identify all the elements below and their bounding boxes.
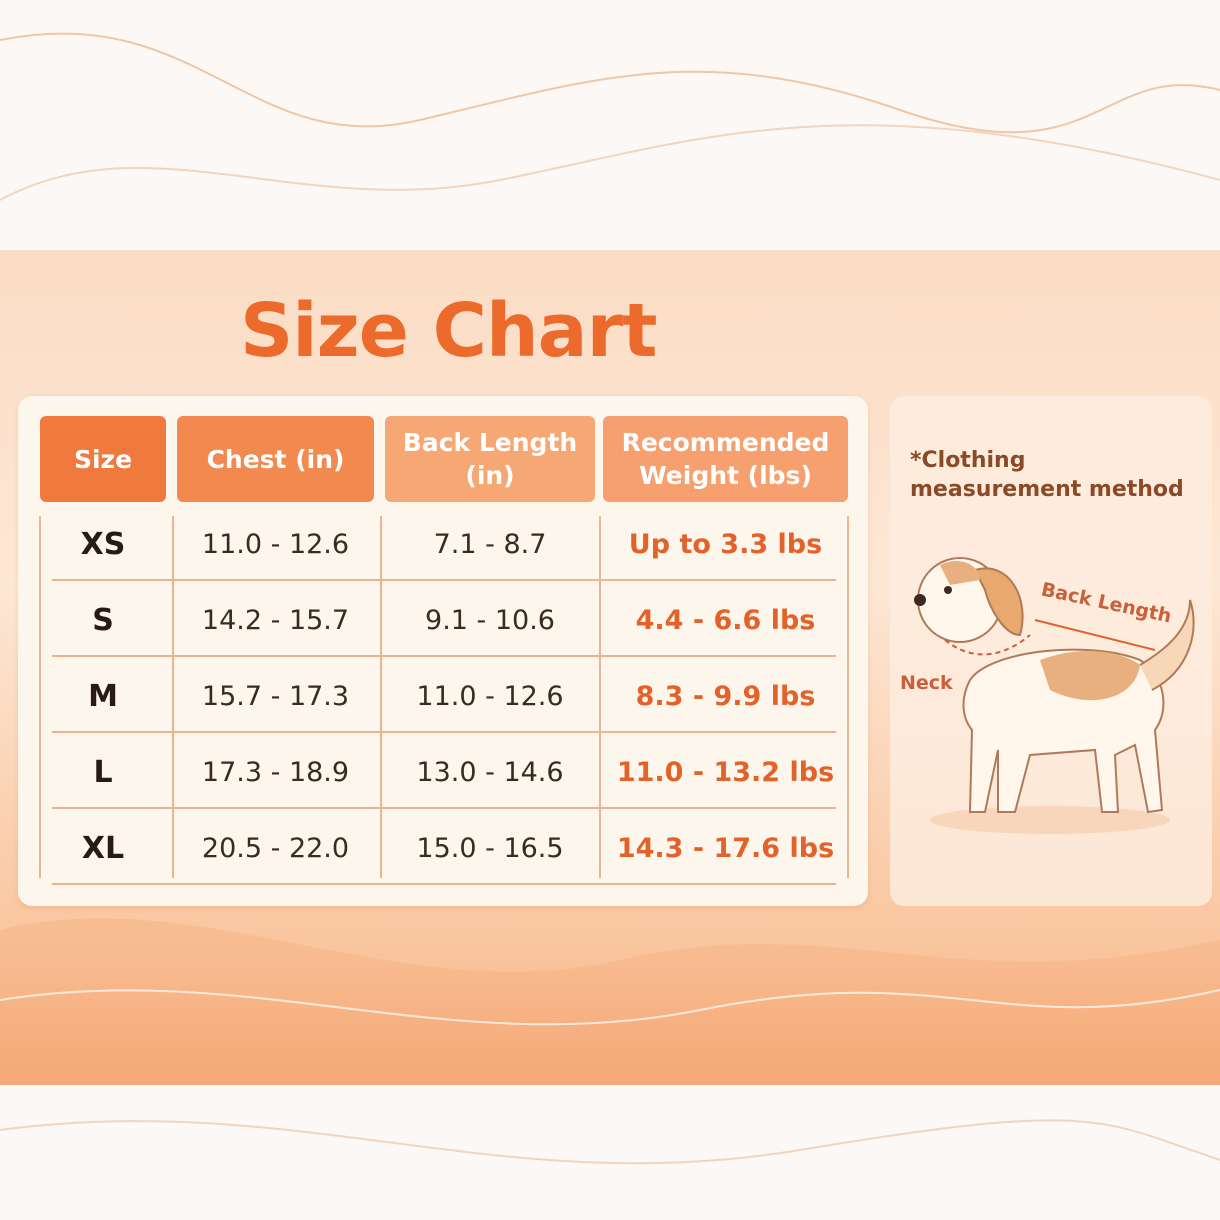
table-cell: S bbox=[92, 602, 114, 638]
table-cell: 14.3 - 17.6 lbs bbox=[616, 832, 835, 864]
table-cell: XL bbox=[81, 830, 125, 866]
table-cell: 11.0 - 13.2 lbs bbox=[616, 756, 835, 788]
title: Size Chart bbox=[240, 288, 657, 374]
table-cell: 20.5 - 22.0 bbox=[201, 832, 350, 864]
measurement-note: *Clothing measurement method bbox=[910, 448, 1184, 502]
table-cell: XS bbox=[80, 526, 126, 562]
table-cell: 17.3 - 18.9 bbox=[201, 756, 350, 788]
table-cell: M bbox=[88, 678, 118, 714]
column-header: Recommended Weight (lbs) bbox=[603, 416, 848, 502]
table-cell: 4.4 - 6.6 lbs bbox=[635, 604, 816, 636]
column-header: Back Length (in) bbox=[385, 416, 595, 502]
column-header: Size bbox=[40, 416, 166, 502]
table-cell: 15.7 - 17.3 bbox=[201, 680, 350, 712]
table-cell: Up to 3.3 lbs bbox=[628, 528, 823, 560]
table-cell: 7.1 - 8.7 bbox=[433, 528, 547, 560]
table-cell: 11.0 - 12.6 bbox=[201, 528, 350, 560]
table-cell: 8.3 - 9.9 lbs bbox=[635, 680, 816, 712]
table-cell: 11.0 - 12.6 bbox=[416, 680, 564, 712]
table-cell: 13.0 - 14.6 bbox=[416, 756, 564, 788]
table-cell: 15.0 - 16.5 bbox=[416, 832, 564, 864]
column-header: Chest (in) bbox=[177, 416, 374, 502]
table-cell: 9.1 - 10.6 bbox=[425, 604, 555, 636]
table-cell: 14.2 - 15.7 bbox=[201, 604, 350, 636]
neck-label: Neck bbox=[900, 672, 953, 694]
dog-illustration bbox=[914, 557, 1195, 834]
table-cell: L bbox=[93, 754, 113, 790]
